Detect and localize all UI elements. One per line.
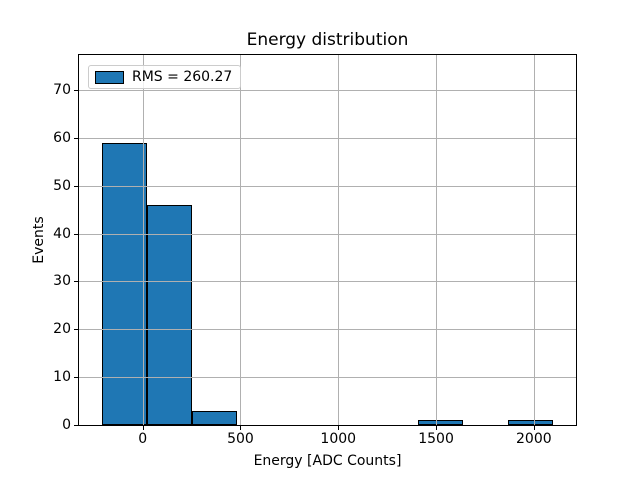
y-tick-mark bbox=[74, 185, 78, 187]
legend: RMS = 260.27 bbox=[88, 65, 242, 89]
y-tick-label: 60 bbox=[53, 129, 71, 146]
plot-area: RMS = 260.27 0 500 1000 1500 2000 0 10 20 30 40 50… bbox=[53, 54, 577, 447]
y-tick-label: 20 bbox=[53, 321, 71, 338]
x-tick-mark bbox=[240, 426, 242, 430]
y-tick-mark bbox=[74, 329, 78, 331]
legend-swatch bbox=[95, 70, 124, 84]
histogram-bar bbox=[417, 420, 464, 425]
x-tick-mark bbox=[142, 426, 144, 430]
y-tick-mark bbox=[74, 377, 78, 379]
x-tick-label: 2000 bbox=[516, 431, 552, 447]
x-tick-label: 500 bbox=[227, 431, 254, 447]
y-tick-label: 30 bbox=[53, 273, 71, 290]
y-axis-label: Events bbox=[31, 216, 47, 264]
y-tick-mark bbox=[74, 89, 78, 91]
y-gridline bbox=[79, 425, 576, 426]
x-tick-mark bbox=[338, 426, 340, 430]
y-tick-label: 50 bbox=[53, 177, 71, 194]
y-tick-mark bbox=[74, 233, 78, 235]
y-gridline bbox=[79, 137, 576, 139]
x-gridline bbox=[338, 55, 340, 425]
histogram-bar bbox=[508, 420, 554, 425]
x-tick-mark bbox=[436, 426, 438, 430]
x-tick-label: 1000 bbox=[320, 431, 357, 447]
y-gridline bbox=[79, 233, 576, 235]
y-tick-label: 70 bbox=[53, 81, 71, 98]
legend-label: RMS = 260.27 bbox=[132, 69, 233, 85]
x-gridline bbox=[436, 55, 438, 425]
x-tick-mark bbox=[533, 426, 535, 430]
x-tick-label: 1500 bbox=[418, 431, 454, 447]
y-gridline bbox=[79, 185, 576, 187]
y-tick-mark bbox=[74, 425, 78, 426]
x-axis-label: Energy [ADC Counts] bbox=[253, 453, 402, 469]
y-gridline bbox=[79, 329, 576, 331]
y-gridline bbox=[79, 281, 576, 283]
y-gridline bbox=[79, 89, 576, 91]
x-gridline bbox=[142, 55, 144, 425]
x-gridline bbox=[240, 55, 242, 425]
x-gridline bbox=[533, 55, 535, 425]
x-tick-label: 0 bbox=[138, 431, 148, 447]
histogram-bar bbox=[191, 410, 238, 425]
y-tick-label: 0 bbox=[62, 417, 71, 433]
chart-title: Energy distribution bbox=[246, 30, 409, 50]
y-tick-mark bbox=[74, 281, 78, 283]
y-tick-label: 10 bbox=[53, 369, 71, 386]
histogram-bar bbox=[146, 204, 192, 425]
y-gridline bbox=[79, 377, 576, 379]
y-tick-label: 40 bbox=[53, 225, 71, 242]
y-tick-mark bbox=[74, 137, 78, 139]
